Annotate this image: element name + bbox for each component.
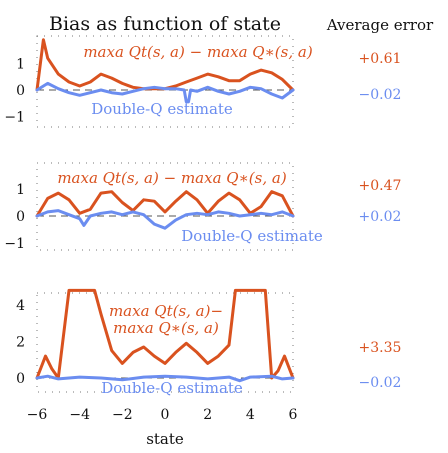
x-tick-0: −6 xyxy=(27,407,48,423)
panel3-blue-label: Double-Q estimate xyxy=(101,379,243,397)
chart-title: Bias as function of state xyxy=(49,13,281,35)
panel3-orange-label-line1: maxa Qt(s, a)− xyxy=(109,302,223,320)
panel1-y-tick-1: 0 xyxy=(16,83,25,99)
panel1-y-tick-2: −1 xyxy=(4,110,25,126)
panel1-error-orange: +0.61 xyxy=(359,51,402,67)
panel3-orange-label-line2: maxa Q∗(s, a) xyxy=(113,319,219,337)
x-tick-2: −2 xyxy=(112,407,133,423)
panel2-error-blue: +0.02 xyxy=(359,209,402,225)
panel3-series-bias xyxy=(35,288,295,380)
x-tick-6: 6 xyxy=(289,407,298,423)
panel2-blue-label: Double-Q estimate xyxy=(181,227,323,245)
panel3-y-tick-1: 2 xyxy=(16,335,25,351)
panel2-series-bias xyxy=(35,190,295,218)
panel2-series-double-q xyxy=(35,209,295,230)
panel2-error-orange: +0.47 xyxy=(359,178,402,194)
panel3-frame xyxy=(36,292,294,393)
x-tick-5: 4 xyxy=(246,407,255,423)
error-header: Average error xyxy=(326,16,434,34)
panel1-y-tick-0: 1 xyxy=(16,57,25,73)
x-tick-4: 2 xyxy=(203,407,212,423)
panel1-series-double-q xyxy=(35,81,295,104)
panel2-orange-label: maxa Qt(s, a) − maxa Q∗(s, a) xyxy=(57,169,287,187)
chart-panels: 1 0 −1 1 0 −1 4 2 0 −6 −4 −2 0 2 4 6 xyxy=(4,35,298,423)
panel3-y-tick-0: 4 xyxy=(16,298,25,314)
panel2-y-tick-0: 1 xyxy=(16,182,25,198)
panel3-error-blue: −0.02 xyxy=(359,375,402,391)
panel2-y-tick-2: −1 xyxy=(4,236,25,252)
panel3-series-double-q xyxy=(35,374,295,383)
panel1-orange-label: maxa Qt(s, a) − maxa Q∗(s, a) xyxy=(83,43,313,61)
panel3-y-tick-2: 0 xyxy=(16,371,25,387)
panel3-error-orange: +3.35 xyxy=(359,340,402,356)
x-axis-label: state xyxy=(146,430,184,448)
x-tick-1: −4 xyxy=(69,407,90,423)
panel1-frame xyxy=(36,35,294,128)
panel1-error-blue: −0.02 xyxy=(359,87,402,103)
panel1-blue-label: Double-Q estimate xyxy=(91,100,233,118)
panel2-y-tick-1: 0 xyxy=(16,209,25,225)
x-tick-3: 0 xyxy=(161,407,170,423)
